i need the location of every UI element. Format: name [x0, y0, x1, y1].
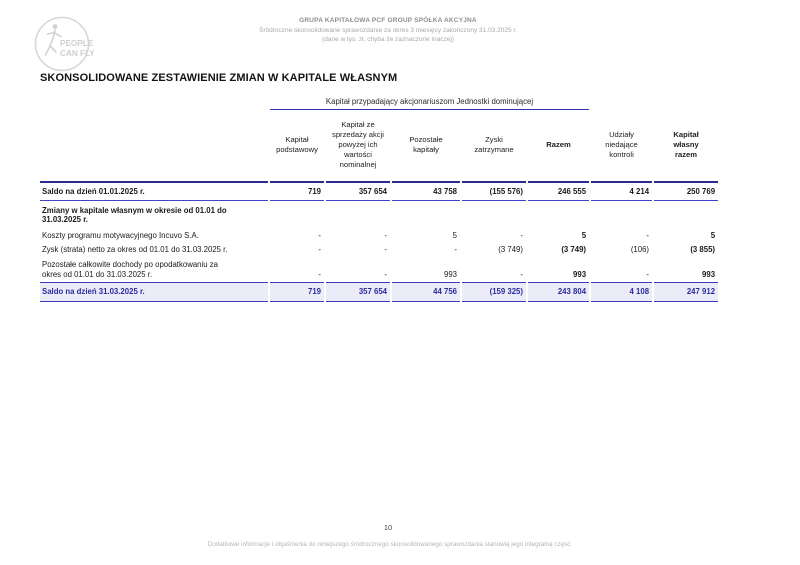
col-header-non-controlling: Udziały niedające kontroli	[605, 129, 638, 159]
cell-value: 357 654	[326, 282, 390, 303]
col-header-total-equity: Kapitał własny razem	[673, 129, 699, 159]
column-header-row: Kapitał podstawowy Kapitał ze sprzedaży …	[40, 110, 718, 181]
cell-value	[654, 201, 718, 228]
cell-value	[392, 201, 460, 228]
report-header: GRUPA KAPITAŁOWA PCF GROUP SPÓŁKA AKCYJN…	[88, 16, 688, 45]
cell-value: (3 749)	[498, 245, 523, 255]
row-label: Koszty programu motywacyjnego Incuvo S.A…	[42, 230, 199, 240]
statement-title: SKONSOLIDOWANE ZESTAWIENIE ZMIAN W KAPIT…	[40, 72, 398, 84]
col-header-other-capital: Pozostałe kapitały	[409, 134, 443, 154]
cell-value: 993	[443, 269, 457, 279]
row-label: Zmiany w kapitale własnym w okresie od 0…	[42, 205, 227, 225]
cell-value: -	[318, 269, 321, 279]
table-row: Saldo na dzień 01.01.2025 r. 719 357 654 43…	[40, 181, 719, 201]
logo-text-line1: PEOPLE	[60, 39, 94, 48]
cell-value: 993	[702, 269, 716, 279]
cell-value: 247 912	[654, 282, 719, 303]
people-can-fly-logo: PEOPLE CAN FLY	[34, 16, 94, 72]
cell-value: 246 555	[528, 181, 590, 201]
cell-value: -	[384, 269, 387, 279]
col-header-retained-earnings: Zyski zatrzymane	[474, 134, 514, 154]
cell-value: (155 576)	[462, 181, 526, 201]
cell-value: -	[318, 245, 321, 255]
cell-value	[270, 201, 324, 228]
label-column-header	[40, 110, 268, 181]
group-header-row: Kapitał przypadający akcjonariuszom Jedn…	[40, 94, 718, 110]
cell-value: (3 855)	[690, 245, 716, 255]
cell-value: 5	[452, 230, 457, 240]
cell-value	[528, 201, 589, 228]
cell-value: 5	[710, 230, 716, 240]
cell-value: 993	[573, 269, 587, 279]
report-period-line: Śródroczne skonsolidowane sprawozdanie z…	[259, 26, 517, 34]
cell-value: 719	[270, 181, 324, 201]
company-name: GRUPA KAPITAŁOWA PCF GROUP SPÓŁKA AKCYJN…	[299, 17, 477, 24]
cell-value: (3 749)	[561, 245, 587, 255]
cell-value: -	[646, 230, 650, 240]
cell-value: -	[384, 230, 387, 240]
cell-value	[326, 201, 390, 228]
cell-value: 719	[270, 282, 324, 303]
table-row: Koszty programu motywacyjnego Incuvo S.A…	[40, 228, 718, 243]
units-note-line: (dane w tys. zł, chyba że zaznaczone ina…	[322, 36, 454, 43]
col-header-total: Razem	[546, 139, 571, 149]
row-label: Saldo na dzień 01.01.2025 r.	[40, 181, 268, 201]
cell-value: 357 654	[326, 181, 390, 201]
cell-value: 4 108	[591, 282, 653, 303]
cell-value: 44 756	[392, 282, 460, 303]
table-row: Zmiany w kapitale własnym w okresie od 0…	[40, 201, 718, 228]
cell-value: -	[646, 269, 650, 279]
table-row: Pozostałe całkowite dochody po opodatkow…	[40, 258, 718, 282]
cell-value	[462, 201, 526, 228]
cell-value: (106)	[630, 245, 650, 255]
cell-value: -	[318, 230, 321, 240]
equity-changes-table: Kapitał przypadający akcjonariuszom Jedn…	[38, 94, 720, 303]
logo-text-line2: CAN FLY	[60, 49, 94, 58]
logo-figure-icon	[44, 24, 62, 56]
page-number: 10	[383, 523, 393, 532]
table-row: Saldo na dzień 31.03.2025 r. 719 357 654 44…	[40, 282, 719, 303]
cell-value: 43 758	[392, 181, 460, 201]
cell-value: 4 214	[591, 181, 653, 201]
table-row: Zysk (strata) netto za okres od 01.01 do…	[40, 243, 718, 258]
cell-value: -	[384, 245, 387, 255]
row-label: Pozostałe całkowite dochody po opodatkow…	[42, 260, 218, 279]
cell-value: -	[520, 230, 523, 240]
cell-value: 5	[581, 230, 587, 240]
cell-value: 250 769	[654, 181, 719, 201]
group-header-spacer	[40, 94, 268, 110]
row-label: Zysk (strata) netto za okres od 01.01 do…	[42, 245, 228, 255]
table-body: Saldo na dzień 01.01.2025 r. 719 357 654 43…	[40, 181, 719, 303]
cell-value: -	[520, 269, 523, 279]
cell-value: 243 804	[528, 282, 590, 303]
col-header-share-capital: Kapitał podstawowy	[276, 134, 318, 154]
footer-note: Dodatkowe informacje i objaśnienia do ni…	[207, 541, 573, 548]
group-header-label: Kapitał przypadający akcjonariuszom Jedn…	[270, 94, 590, 110]
cell-value: (159 325)	[462, 282, 526, 303]
cell-value: -	[454, 245, 457, 255]
row-label: Saldo na dzień 31.03.2025 r.	[40, 282, 268, 303]
logo-circle	[34, 16, 90, 72]
col-header-share-premium: Kapitał ze sprzedaży akcji powyżej ich w…	[332, 119, 384, 169]
cell-value	[591, 201, 652, 228]
